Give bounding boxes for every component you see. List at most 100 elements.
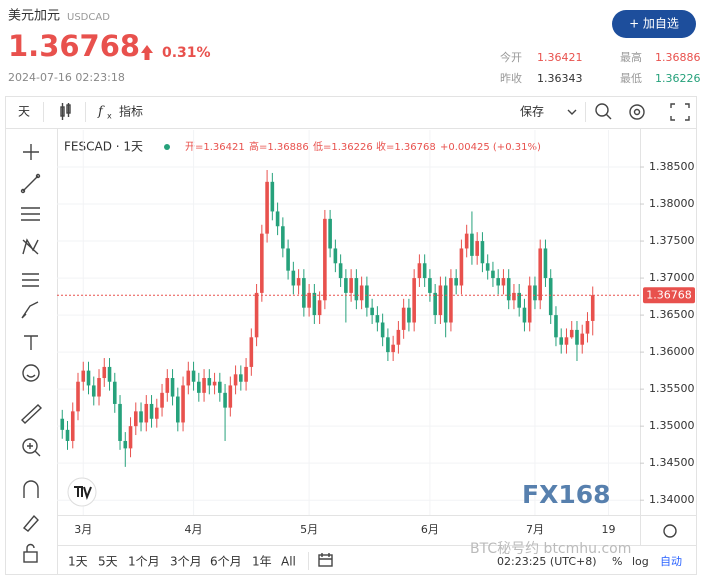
range-button[interactable]: All: [281, 555, 296, 569]
candle-body: [286, 248, 290, 271]
candle-body: [554, 315, 558, 338]
save-button[interactable]: 保存: [520, 105, 544, 119]
x-tick-label: 4月: [185, 523, 203, 536]
candle-body: [223, 392, 227, 408]
candle-body: [233, 374, 238, 386]
fx168-logo: FX168: [522, 480, 611, 509]
candle-body: [391, 344, 395, 353]
indicators-button[interactable]: 指标: [119, 104, 143, 119]
candle-type-icon[interactable]: [60, 103, 71, 120]
candle-body: [118, 403, 122, 441]
candle-body: [464, 233, 469, 249]
last-price-label: 1.36768: [646, 288, 692, 301]
stat-value: 1.36421: [537, 51, 583, 64]
add-watchlist-label[interactable]: + 加自选: [629, 17, 679, 31]
calendar-icon[interactable]: [318, 553, 333, 567]
candle-body: [344, 278, 348, 293]
candle-body: [197, 381, 201, 393]
candle-body: [296, 278, 301, 286]
candle-body: [449, 278, 453, 323]
fx-icon-sub[interactable]: x: [107, 112, 112, 121]
stat-value: 1.36343: [537, 72, 583, 85]
candle-body: [270, 181, 275, 212]
candle-body: [506, 278, 511, 301]
candle-body: [91, 385, 96, 397]
axis-settings[interactable]: [663, 524, 677, 538]
candle-body: [60, 418, 65, 430]
y-tick-label: 1.38000: [649, 197, 695, 210]
chart-frame: [5, 96, 697, 575]
candle-body: [281, 226, 285, 249]
candle-body: [559, 337, 564, 345]
legend-change: +0.00425 (+0.31%): [440, 142, 541, 153]
candle-body: [491, 270, 495, 279]
candle-body: [575, 329, 579, 345]
range-button[interactable]: 3个月: [170, 555, 202, 569]
candle-body: [354, 278, 359, 301]
candle-body: [375, 315, 380, 323]
candle-body: [312, 292, 317, 316]
candle-body: [239, 374, 243, 382]
drawing-tools[interactable]: [20, 144, 43, 563]
candle-body: [569, 329, 574, 338]
candle-body: [475, 241, 479, 256]
percent-toggle[interactable]: %: [612, 555, 622, 568]
stat-value: 1.36886: [655, 51, 701, 64]
range-button[interactable]: 5天: [98, 555, 118, 569]
stat-label: 最高: [620, 50, 642, 64]
candle-body: [107, 366, 112, 382]
legend-close: 收=1.36768: [376, 140, 436, 153]
candle-body: [265, 181, 269, 234]
candle-body: [485, 263, 490, 271]
candle-body: [65, 429, 70, 441]
y-tick-label: 1.37500: [649, 234, 695, 247]
range-button[interactable]: 1年: [252, 555, 272, 569]
save-menu[interactable]: [567, 109, 577, 115]
site-watermark: BTC秘号约 btcmhu.com: [470, 541, 631, 557]
legend-symbol: FESCAD · 1天: [64, 140, 143, 154]
candle-body: [396, 329, 401, 345]
stat-value: 1.36226: [655, 72, 701, 85]
search-icon[interactable]: [595, 103, 612, 120]
candle-body: [307, 292, 311, 308]
instrument-symbol: USDCAD: [67, 12, 110, 23]
y-tick-label: 1.35000: [649, 419, 695, 432]
range-button[interactable]: 1个月: [128, 555, 160, 569]
candle-body: [417, 263, 422, 279]
price: 1.36768: [8, 29, 140, 63]
x-tick-label: 6月: [421, 523, 439, 536]
fullscreen-icon[interactable]: [670, 103, 690, 121]
range-button[interactable]: 1天: [68, 555, 88, 569]
auto-toggle[interactable]: 自动: [660, 555, 682, 568]
candle-body: [112, 381, 117, 404]
candle-body: [365, 285, 369, 308]
candle-body: [212, 381, 217, 386]
y-tick-label: 1.36000: [649, 345, 695, 358]
candle-body: [512, 292, 516, 301]
candle-body: [170, 378, 175, 397]
last-price-tag: [643, 287, 695, 304]
candle-body: [149, 403, 154, 419]
candle-body: [359, 285, 364, 301]
candle-body: [428, 278, 432, 293]
candle-body: [154, 407, 159, 419]
candle-body: [380, 322, 385, 338]
candle-body: [590, 295, 595, 321]
candle-body: [454, 278, 458, 286]
candle-body: [97, 378, 101, 397]
stat-label: 昨收: [500, 71, 522, 85]
interval-button[interactable]: 天: [18, 105, 30, 119]
range-button[interactable]: 6个月: [210, 555, 242, 569]
stat-label: 最低: [620, 72, 642, 85]
candle-body: [543, 248, 548, 279]
candle-body: [407, 307, 411, 323]
add-watchlist-button[interactable]: [612, 10, 696, 38]
candle-body: [422, 263, 427, 279]
status-dot: [164, 144, 170, 150]
candle-body: [438, 285, 443, 316]
candle-body: [181, 385, 185, 423]
settings-icon[interactable]: [629, 104, 645, 120]
log-toggle[interactable]: log: [632, 555, 649, 568]
fx-icon[interactable]: f: [97, 105, 105, 120]
y-tick-label: 1.38500: [649, 160, 695, 173]
